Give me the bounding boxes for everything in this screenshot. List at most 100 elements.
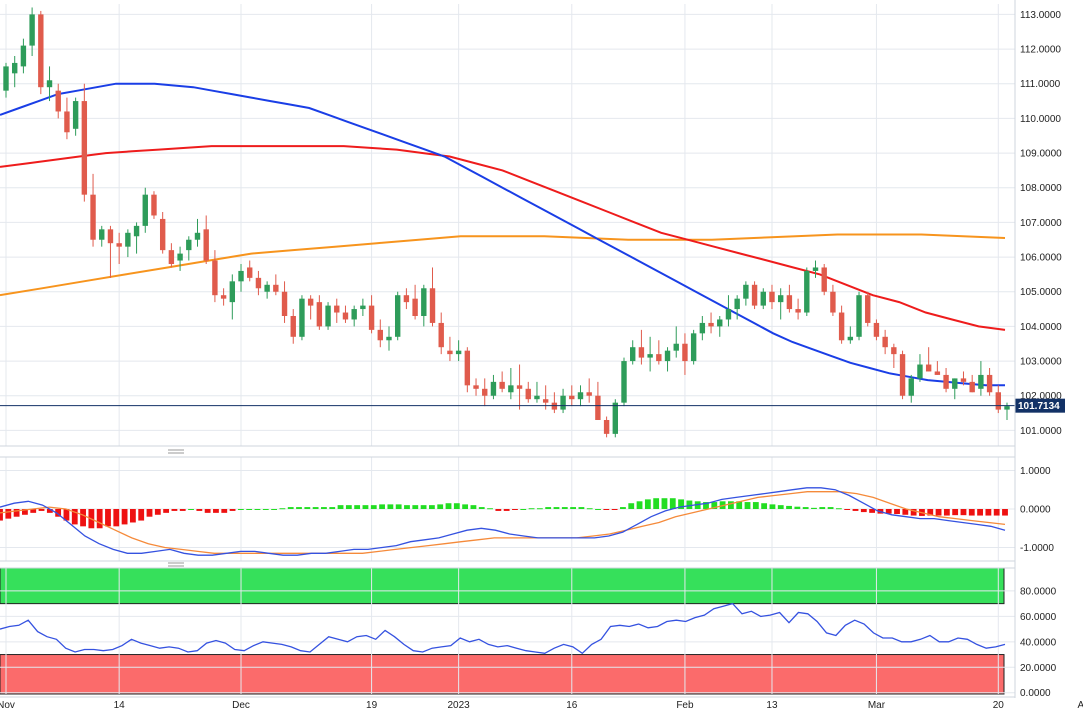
rsi-overbought-zone — [0, 567, 1005, 605]
candle-down — [986, 374, 993, 393]
candle-up — [177, 253, 183, 261]
candle-up — [351, 309, 357, 320]
macd-hist-bar — [379, 504, 385, 509]
candle-up — [20, 45, 27, 67]
macd-hist-bar — [5, 509, 12, 519]
x-tick-label: Mar — [868, 700, 886, 711]
macd-tick-label: -1.0000 — [1020, 543, 1054, 554]
macd-hist-bar — [686, 500, 693, 509]
rsi-line — [0, 602, 1006, 655]
sma-fast-line — [0, 82, 1005, 387]
candle-down — [795, 309, 801, 313]
macd-hist-bar — [611, 509, 618, 510]
macd-hist-bar — [296, 507, 302, 509]
macd-hist-bar — [246, 509, 253, 510]
macd-hist-bar — [595, 509, 601, 510]
macd-hist-bar — [669, 498, 676, 509]
candle-up — [690, 333, 697, 362]
candle-up — [3, 66, 9, 91]
macd-hist-bar — [1002, 509, 1008, 516]
macd-hist-bar — [329, 507, 336, 509]
candle-down — [107, 229, 114, 244]
macd-hist-bar — [420, 505, 427, 509]
candle-up — [46, 80, 53, 88]
candle-down — [159, 218, 166, 251]
macd-hist-bar — [561, 507, 568, 509]
candle-down — [516, 385, 523, 389]
macd-hist-bar — [678, 499, 684, 509]
macd-hist-bar — [620, 507, 626, 509]
macd-hist-bar — [229, 509, 236, 511]
macd-hist-bar — [462, 504, 469, 509]
candle-up — [299, 298, 305, 337]
macd-hist-bar — [894, 509, 900, 515]
macd-hist-bar — [196, 509, 203, 511]
macd-lines — [0, 487, 1006, 556]
candle-down — [499, 381, 505, 389]
macd-hist-bar — [553, 507, 560, 509]
macd-hist-bar — [545, 507, 552, 509]
macd-hist-bar — [345, 505, 352, 509]
macd-hist-bar — [337, 505, 344, 509]
candle-down — [830, 291, 836, 313]
candle-up — [194, 232, 201, 240]
candle-up — [978, 374, 984, 389]
macd-hist-bar — [354, 505, 361, 509]
macd-hist-bar — [860, 509, 867, 513]
macd-hist-bar — [113, 509, 120, 527]
candle-up — [125, 232, 131, 247]
candle-down — [960, 378, 967, 382]
panel-frames — [0, 0, 1016, 698]
price-tick-label: 104.0000 — [1020, 322, 1062, 333]
macd-hist-bar — [146, 509, 153, 517]
macd-hist-bar — [30, 509, 37, 513]
candle-up — [1004, 406, 1010, 410]
candle-down — [220, 295, 227, 299]
candle-up — [508, 385, 514, 393]
macd-hist-bar — [179, 509, 186, 511]
candle-up — [360, 305, 366, 310]
macd-hist-bar — [536, 508, 543, 510]
macd-hist-bar — [603, 509, 610, 510]
candle-up — [394, 295, 401, 337]
macd-hist-bar — [154, 509, 161, 515]
macd-hist-bar — [811, 507, 817, 509]
macd-hist-bar — [802, 507, 809, 509]
candle-down — [168, 250, 175, 264]
candle-up — [760, 291, 766, 306]
macd-hist-bar — [528, 508, 535, 510]
macd-hist-bar — [487, 508, 493, 510]
candle-down — [891, 347, 897, 355]
macd-hist-bar — [312, 507, 319, 509]
macd-hist-bar — [628, 503, 635, 509]
macd-hist-bar — [852, 509, 859, 511]
price-tick-label: 112.0000 — [1020, 45, 1061, 56]
macd-tick-label: 1.0000 — [1020, 466, 1051, 477]
candle-up — [99, 229, 105, 240]
macd-hist-bar — [121, 509, 128, 525]
candle-down — [473, 385, 479, 389]
macd-hist-bar — [221, 509, 228, 513]
price-axis: 113.0000 112.0000 111.0000 110.0000 109.0000… — [1020, 10, 1062, 437]
x-axis: Nov 14 Dec 19 2023 16 Feb 13 Mar 20 Apr — [0, 700, 1083, 711]
candle-up — [534, 395, 540, 400]
candle-down — [255, 277, 262, 289]
candle-down — [316, 302, 323, 327]
macd-hist-bar — [470, 505, 477, 509]
macd-hist-bar — [304, 507, 311, 509]
macd-hist-bar — [977, 509, 983, 516]
candle-down — [334, 305, 340, 313]
macd-hist-bar — [993, 509, 1000, 516]
macd-hist-bar — [869, 509, 876, 513]
macd-hist-bar — [728, 501, 734, 509]
candle-down — [751, 284, 758, 306]
x-tick-label: 2023 — [448, 700, 471, 711]
macd-hist-bar — [262, 509, 269, 510]
last-price-badge — [1015, 398, 1065, 413]
candle-down — [656, 354, 662, 362]
macd-hist-bar — [736, 501, 743, 509]
candle-down — [81, 101, 88, 195]
rsi-tick-label: 80.0000 — [1020, 586, 1057, 597]
candle-down — [447, 350, 453, 355]
